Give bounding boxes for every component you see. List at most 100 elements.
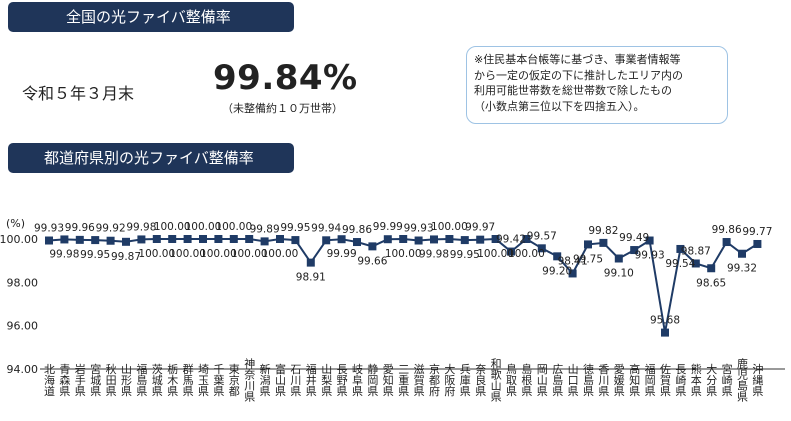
- category-label: 広島県: [551, 363, 564, 397]
- data-point: [691, 259, 700, 268]
- category-label: 和歌山県: [489, 358, 502, 403]
- prefecture-rate-chart: 100.00 98.00 96.00 94.00 (%) 99.93 99.98 99.96…: [0, 217, 785, 403]
- data-label: 98.41: [558, 255, 588, 267]
- category-label: 富山県: [274, 362, 287, 397]
- data-point: [199, 235, 207, 243]
- section-title: 都道府県別の光ファイバ整備率: [8, 143, 294, 173]
- data-point: [183, 235, 192, 243]
- data-label: 99.57: [527, 230, 557, 242]
- data-label: 98.65: [696, 277, 726, 289]
- category-label: 青森県: [58, 363, 71, 397]
- category-label: 大分県: [705, 362, 718, 397]
- data-point: [137, 235, 146, 244]
- category-label: 長野県: [335, 363, 348, 397]
- data-point: [291, 236, 300, 245]
- data-point: [753, 239, 762, 248]
- category-label: 福岡県: [643, 362, 656, 397]
- data-point: [399, 235, 408, 243]
- national-rate-subnote: （未整備約１０万世帯）: [222, 102, 343, 115]
- data-label: 100.00: [262, 248, 299, 260]
- data-label: 100.00: [185, 221, 222, 233]
- data-label: 98.87: [681, 245, 711, 257]
- data-label: 100.00: [431, 221, 468, 233]
- data-label: 100.00: [138, 248, 175, 260]
- data-point: [106, 236, 115, 245]
- data-point: [645, 236, 654, 245]
- category-label: 佐賀県: [659, 362, 672, 397]
- data-label: 99.49: [619, 232, 649, 244]
- data-point: [599, 238, 608, 247]
- data-point: [476, 235, 485, 244]
- data-label: 99.95: [80, 249, 110, 261]
- data-point: [337, 235, 346, 244]
- data-label: 95.68: [650, 315, 680, 327]
- data-label: 99.20: [542, 265, 572, 277]
- data-label: 100.00: [215, 221, 252, 233]
- category-label: 新潟県: [258, 362, 271, 397]
- category-label: 東京都: [227, 363, 240, 396]
- category-label: 埼玉県: [197, 362, 210, 397]
- category-label: 沖縄県: [751, 363, 764, 397]
- category-label: 岐阜県: [351, 363, 364, 397]
- data-point: [445, 235, 454, 243]
- data-point: [722, 238, 731, 247]
- category-label: 石川県: [289, 364, 302, 398]
- data-label: 99.98: [126, 221, 156, 233]
- category-label: 北海道: [43, 363, 56, 396]
- data-point: [676, 244, 685, 253]
- data-point: [491, 235, 500, 243]
- data-label: 99.95: [450, 249, 480, 261]
- data-point: [245, 235, 254, 243]
- data-label: 100.00: [231, 248, 268, 260]
- data-label: 99.32: [727, 263, 757, 275]
- category-label: 山形県: [120, 363, 133, 397]
- header-title: 全国の光ファイバ整備率: [8, 2, 294, 32]
- data-point: [122, 237, 130, 246]
- category-label: 愛知県: [381, 363, 394, 397]
- category-label: 山梨県: [320, 363, 333, 397]
- data-point: [568, 269, 577, 278]
- data-label: 100.00: [508, 248, 545, 260]
- national-rate-value: 99.84%: [213, 58, 358, 98]
- category-label: 福島県: [135, 362, 148, 397]
- data-label: 99.10: [604, 268, 634, 280]
- y-tick-label: 96.00: [7, 320, 39, 333]
- category-label: 岡山県: [535, 364, 548, 398]
- category-label: 宮崎県: [720, 362, 733, 397]
- category-label: 奈良県: [474, 362, 487, 397]
- data-point: [276, 235, 284, 243]
- data-point: [75, 235, 84, 244]
- data-point: [507, 247, 515, 256]
- data-point: [553, 252, 562, 261]
- y-tick-label: 98.00: [7, 276, 39, 289]
- note-box: [466, 46, 728, 124]
- data-point: [383, 235, 392, 244]
- data-point: [738, 249, 746, 258]
- category-label: 栃木県: [166, 362, 179, 397]
- data-label: 99.54: [665, 258, 695, 270]
- data-label: 99.97: [465, 222, 495, 234]
- data-point: [152, 235, 161, 243]
- data-label: 100.00: [169, 248, 206, 260]
- data-label: 100.00: [385, 248, 422, 260]
- category-label: 鹿児島県: [736, 357, 749, 403]
- data-point: [460, 236, 469, 245]
- category-label: 香川県: [597, 363, 610, 397]
- category-label: 滋賀県: [412, 363, 425, 397]
- category-label: 大阪府: [443, 362, 456, 397]
- data-label: 100.00: [200, 248, 237, 260]
- data-point: [614, 254, 623, 263]
- category-label: 千葉県: [212, 363, 225, 397]
- data-label: 99.89: [250, 223, 280, 235]
- data-point: [414, 236, 423, 245]
- data-label: 99.99: [373, 221, 403, 233]
- data-point: [322, 236, 331, 245]
- data-label: 99.77: [742, 226, 772, 238]
- category-label: 愛媛県: [612, 363, 625, 397]
- category-label: 秋田県: [104, 362, 117, 397]
- data-label: 99.66: [357, 255, 387, 267]
- data-label: 98.91: [296, 272, 326, 284]
- data-point: [661, 328, 669, 337]
- category-label: 茨城県: [150, 362, 163, 397]
- data-label: 99.93: [635, 250, 665, 262]
